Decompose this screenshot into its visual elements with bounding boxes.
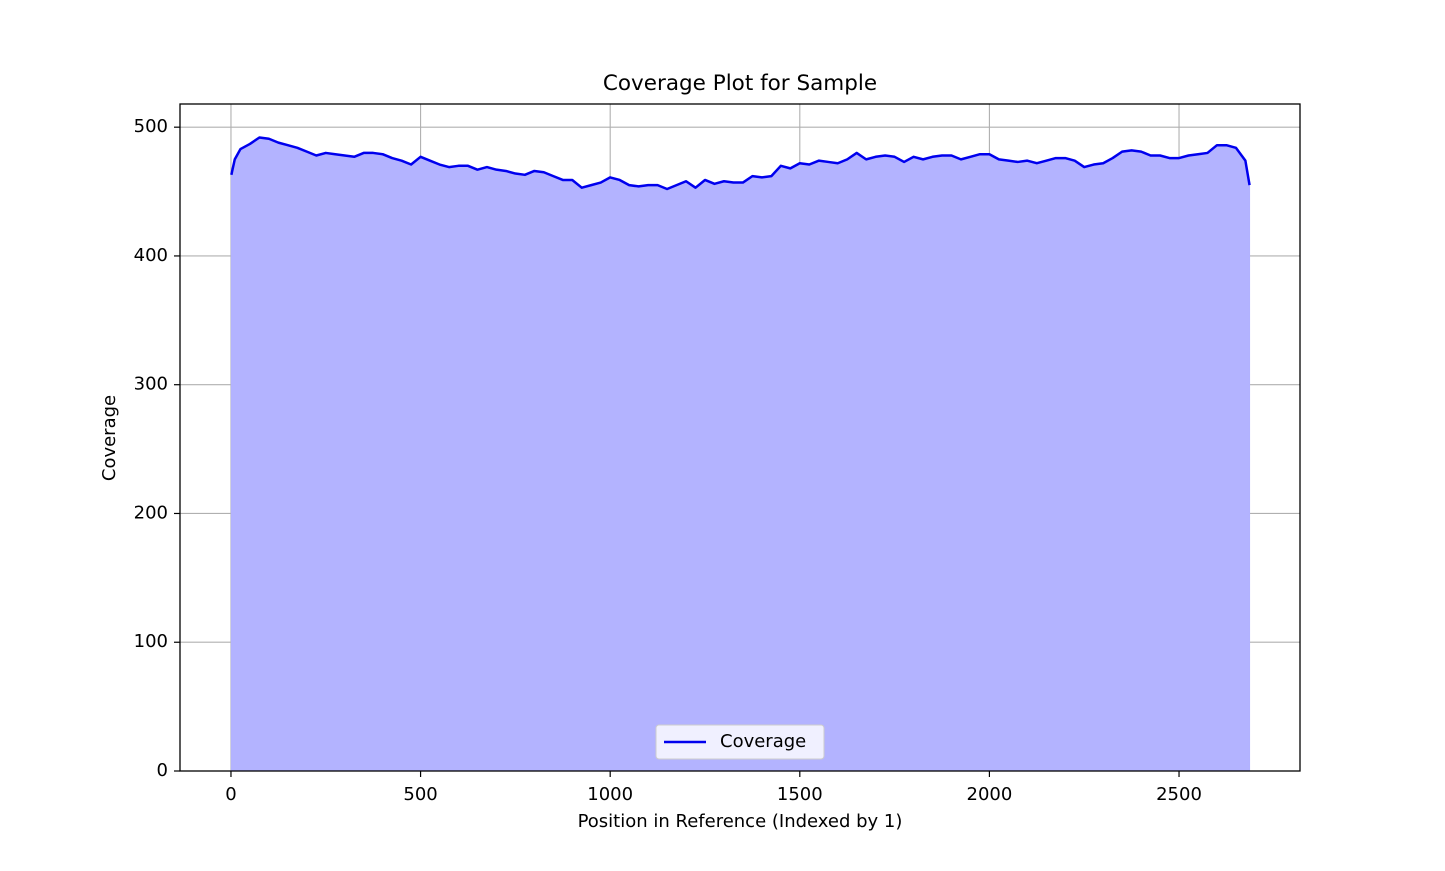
coverage-area: [230, 136, 1251, 772]
plot-frame: [179, 103, 1301, 772]
y-axis-label: Coverage: [99, 395, 120, 481]
y-tick-label: 300: [134, 374, 168, 395]
y-tick-label: 100: [134, 631, 168, 652]
coverage-line: [230, 136, 1251, 191]
x-tick-label: 1500: [777, 784, 823, 805]
x-axis-label: Position in Reference (Indexed by 1): [578, 811, 903, 832]
legend-label: Coverage: [720, 731, 806, 752]
y-tick-label: 200: [134, 502, 168, 523]
y-tick-label: 0: [157, 760, 168, 781]
x-tick-label: 2000: [967, 784, 1013, 805]
y-tick-label: 500: [134, 116, 168, 137]
x-tick-label: 0: [225, 784, 236, 805]
legend-box: [655, 724, 825, 760]
chart-title: Coverage Plot for Sample: [603, 71, 877, 96]
x-tick-label: 2500: [1156, 784, 1202, 805]
x-tick-label: 1000: [587, 784, 633, 805]
y-tick-label: 400: [134, 245, 168, 266]
x-tick-label: 500: [403, 784, 437, 805]
